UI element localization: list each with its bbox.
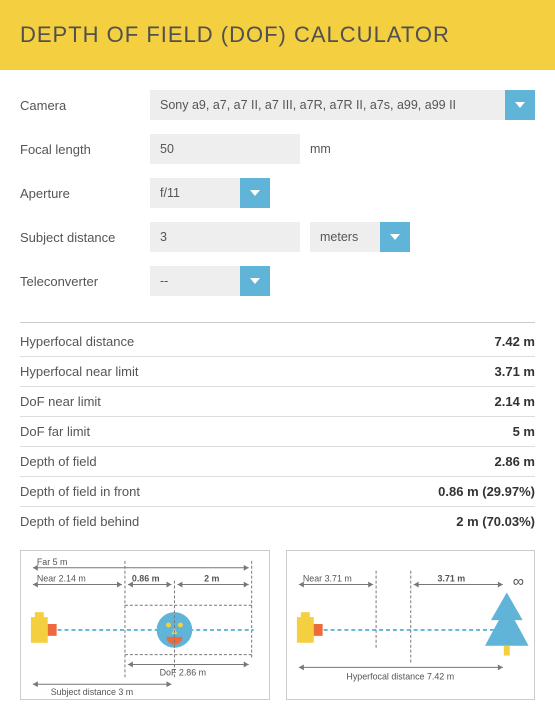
result-row: Depth of field behind 2 m (70.03%)	[20, 507, 535, 536]
svg-text:DoF 2.86 m: DoF 2.86 m	[160, 667, 206, 677]
form-area: Camera Sony a9, a7, a7 II, a7 III, a7R, …	[0, 70, 555, 322]
focal-unit: mm	[300, 134, 341, 164]
result-label: DoF near limit	[20, 394, 101, 409]
camera-select[interactable]: Sony a9, a7, a7 II, a7 III, a7R, a7R II,…	[150, 90, 535, 120]
result-row: Hyperfocal near limit 3.71 m	[20, 357, 535, 387]
result-row: Hyperfocal distance 7.42 m	[20, 327, 535, 357]
tele-dropdown-icon[interactable]	[240, 266, 270, 296]
svg-text:3.71 m: 3.71 m	[437, 574, 465, 584]
distance-unit-select[interactable]: meters	[310, 222, 410, 252]
row-distance: Subject distance meters	[20, 222, 535, 252]
label-camera: Camera	[20, 98, 150, 113]
result-value: 5 m	[513, 424, 535, 439]
result-label: Hyperfocal distance	[20, 334, 134, 349]
label-distance: Subject distance	[20, 230, 150, 245]
label-aperture: Aperture	[20, 186, 150, 201]
svg-text:Subject distance 3 m: Subject distance 3 m	[51, 687, 134, 697]
aperture-dropdown-icon[interactable]	[240, 178, 270, 208]
aperture-select[interactable]: f/11	[150, 178, 270, 208]
result-value: 0.86 m (29.97%)	[438, 484, 535, 499]
result-value: 3.71 m	[495, 364, 535, 379]
tele-value: --	[150, 266, 240, 296]
result-label: Depth of field behind	[20, 514, 139, 529]
page-title: DEPTH OF FIELD (DOF) CALCULATOR	[20, 22, 535, 48]
header: DEPTH OF FIELD (DOF) CALCULATOR	[0, 0, 555, 70]
result-label: Depth of field in front	[20, 484, 140, 499]
svg-text:Near 2.14 m: Near 2.14 m	[37, 574, 86, 584]
result-label: Depth of field	[20, 454, 97, 469]
camera-value: Sony a9, a7, a7 II, a7 III, a7R, a7R II,…	[150, 90, 505, 120]
distance-unit-value: meters	[310, 222, 380, 252]
row-focal: Focal length mm	[20, 134, 535, 164]
svg-text:0.86 m: 0.86 m	[132, 574, 160, 584]
result-row: DoF far limit 5 m	[20, 417, 535, 447]
result-value: 7.42 m	[495, 334, 535, 349]
aperture-value: f/11	[150, 178, 240, 208]
diagram-hyperfocal: ∞ Near 3.71 m 3.71 m Hyperfocal distance…	[286, 550, 536, 700]
distance-input[interactable]	[150, 222, 300, 252]
result-row: Depth of field in front 0.86 m (29.97%)	[20, 477, 535, 507]
result-value: 2.14 m	[495, 394, 535, 409]
result-row: DoF near limit 2.14 m	[20, 387, 535, 417]
distance-unit-dropdown-icon[interactable]	[380, 222, 410, 252]
svg-text:Hyperfocal distance 7.42 m: Hyperfocal distance 7.42 m	[346, 671, 454, 681]
result-value: 2 m (70.03%)	[456, 514, 535, 529]
results-list: Hyperfocal distance 7.42 m Hyperfocal ne…	[0, 327, 555, 536]
label-tele: Teleconverter	[20, 274, 150, 289]
result-value: 2.86 m	[495, 454, 535, 469]
row-aperture: Aperture f/11	[20, 178, 535, 208]
label-focal: Focal length	[20, 142, 150, 157]
divider	[20, 322, 535, 323]
row-tele: Teleconverter --	[20, 266, 535, 296]
svg-text:2 m: 2 m	[204, 574, 219, 584]
diagram-dof: Far 5 m Near 2.14 m 0.86 m 2 m DoF 2.86 …	[20, 550, 270, 700]
svg-text:Far 5 m: Far 5 m	[37, 557, 68, 567]
row-camera: Camera Sony a9, a7, a7 II, a7 III, a7R, …	[20, 90, 535, 120]
tele-select[interactable]: --	[150, 266, 270, 296]
svg-text:Near 3.71 m: Near 3.71 m	[302, 574, 351, 584]
svg-text:∞: ∞	[512, 574, 523, 591]
focal-input[interactable]	[150, 134, 300, 164]
diagrams: Far 5 m Near 2.14 m 0.86 m 2 m DoF 2.86 …	[0, 536, 555, 720]
camera-dropdown-icon[interactable]	[505, 90, 535, 120]
result-row: Depth of field 2.86 m	[20, 447, 535, 477]
result-label: Hyperfocal near limit	[20, 364, 139, 379]
result-label: DoF far limit	[20, 424, 90, 439]
